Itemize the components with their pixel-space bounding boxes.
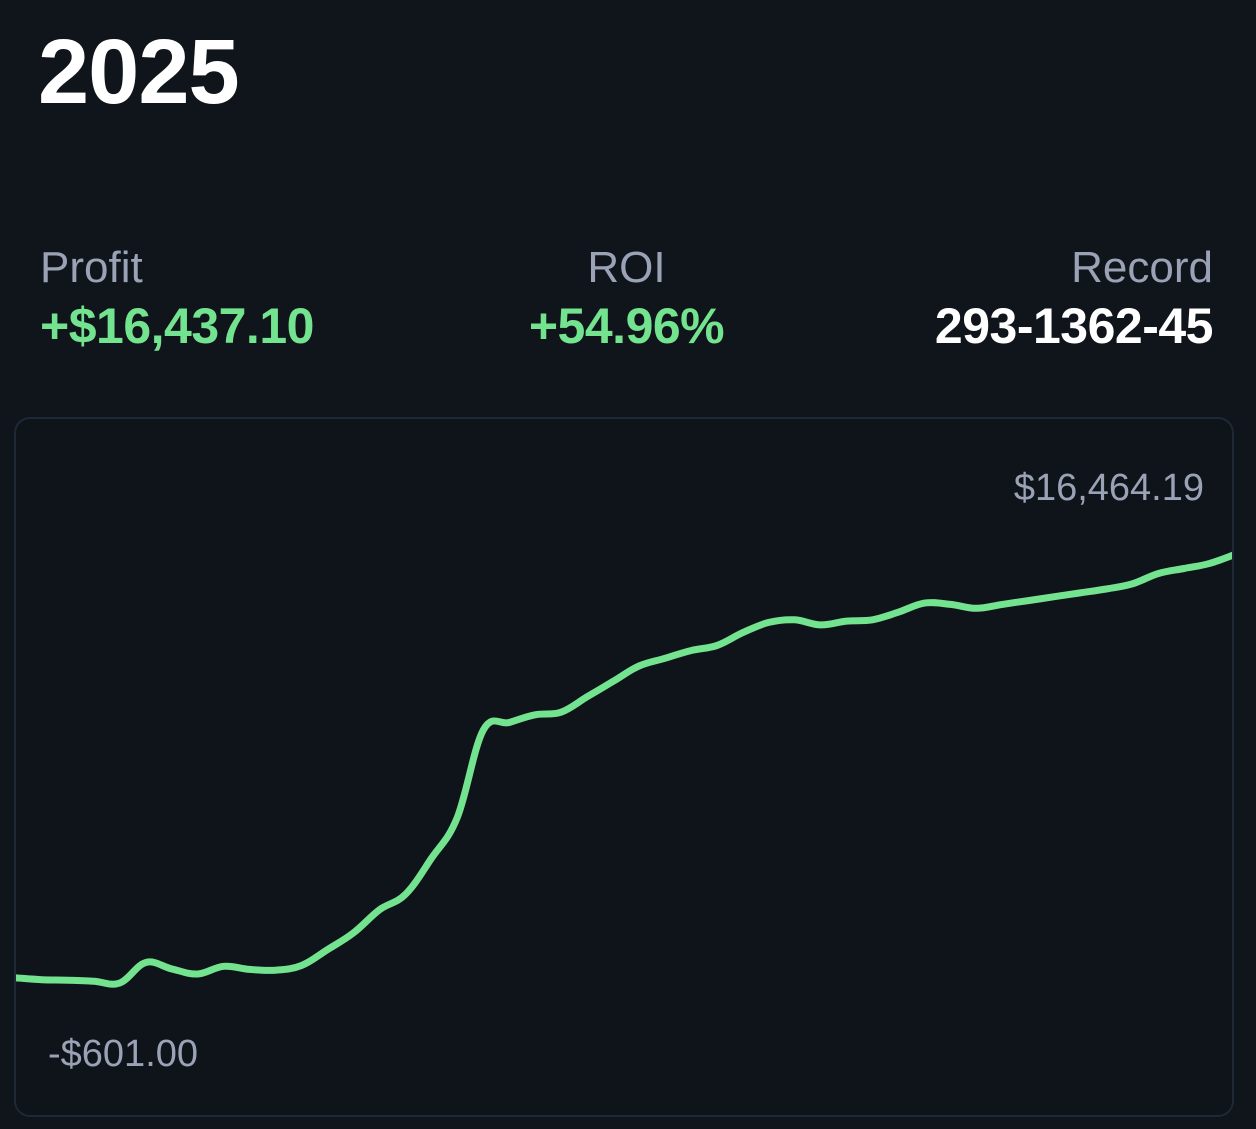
record-value: 293-1362-45 xyxy=(934,297,1214,354)
record-label: Record xyxy=(1071,243,1213,292)
profit-value: +$16,437.10 xyxy=(40,297,314,354)
profit-series-line xyxy=(16,551,1232,988)
profit-stat: Profit +$16,437.10 xyxy=(40,242,314,357)
profit-label: Profit xyxy=(40,243,143,292)
chart-min-label: -$601.00 xyxy=(48,1033,199,1075)
stats-row: Profit +$16,437.10 ROI +54.96% Record 29… xyxy=(40,242,1214,362)
roi-stat: ROI +54.96% xyxy=(40,242,1213,357)
chart-max-label: $16,464.19 xyxy=(1013,467,1204,509)
profit-line-chart[interactable] xyxy=(16,419,1234,1117)
roi-value: +54.96% xyxy=(528,297,725,354)
page-title: 2025 xyxy=(38,21,240,123)
profit-chart-card[interactable]: $16,464.19 -$601.00 xyxy=(14,417,1234,1117)
roi-label: ROI xyxy=(587,243,666,292)
record-stat: Record 293-1362-45 xyxy=(934,242,1214,357)
